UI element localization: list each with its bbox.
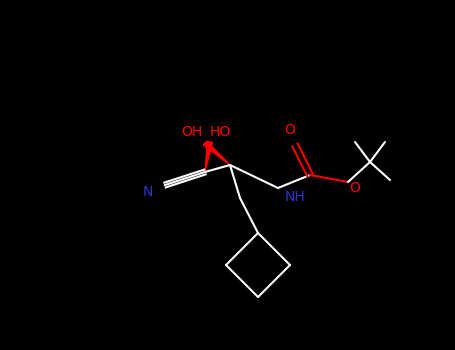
Text: N: N	[143, 185, 153, 199]
Polygon shape	[203, 141, 230, 165]
Text: NH: NH	[285, 190, 305, 204]
Text: O: O	[349, 181, 360, 195]
Text: OH: OH	[182, 125, 202, 139]
Text: HO: HO	[209, 125, 231, 139]
Polygon shape	[205, 142, 212, 172]
Text: O: O	[284, 123, 295, 137]
